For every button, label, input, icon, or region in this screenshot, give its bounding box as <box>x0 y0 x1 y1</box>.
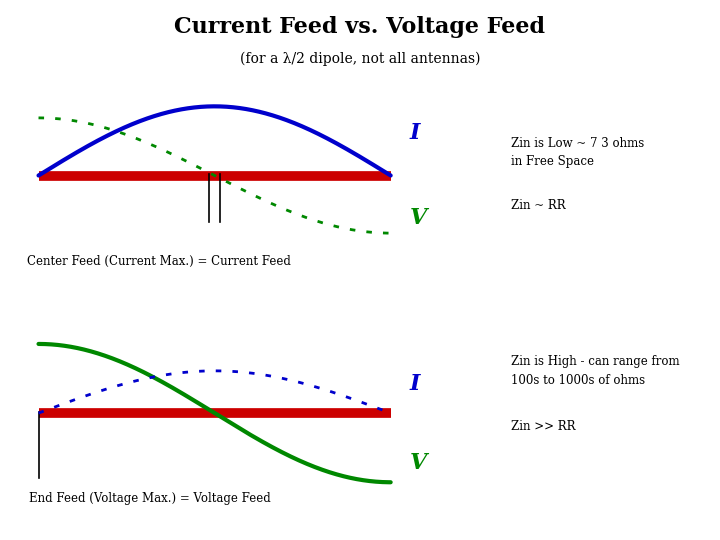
Text: V: V <box>410 452 427 474</box>
Text: Zin ~ RR: Zin ~ RR <box>511 199 566 212</box>
Text: Center Feed (Current Max.) = Current Feed: Center Feed (Current Max.) = Current Fee… <box>27 255 291 268</box>
Text: I: I <box>410 122 420 144</box>
Text: 100s to 1000s of ohms: 100s to 1000s of ohms <box>511 374 645 387</box>
Text: Zin is High - can range from: Zin is High - can range from <box>511 355 680 368</box>
Text: I: I <box>410 373 420 395</box>
Text: in Free Space: in Free Space <box>511 156 594 168</box>
Text: Current Feed vs. Voltage Feed: Current Feed vs. Voltage Feed <box>174 16 546 38</box>
Text: V: V <box>410 207 427 229</box>
Text: End Feed (Voltage Max.) = Voltage Feed: End Feed (Voltage Max.) = Voltage Feed <box>29 492 270 505</box>
Text: (for a λ/2 dipole, not all antennas): (for a λ/2 dipole, not all antennas) <box>240 51 480 66</box>
Text: Zin >> RR: Zin >> RR <box>511 420 576 433</box>
Text: Zin is Low ~ 7 3 ohms: Zin is Low ~ 7 3 ohms <box>511 137 644 150</box>
